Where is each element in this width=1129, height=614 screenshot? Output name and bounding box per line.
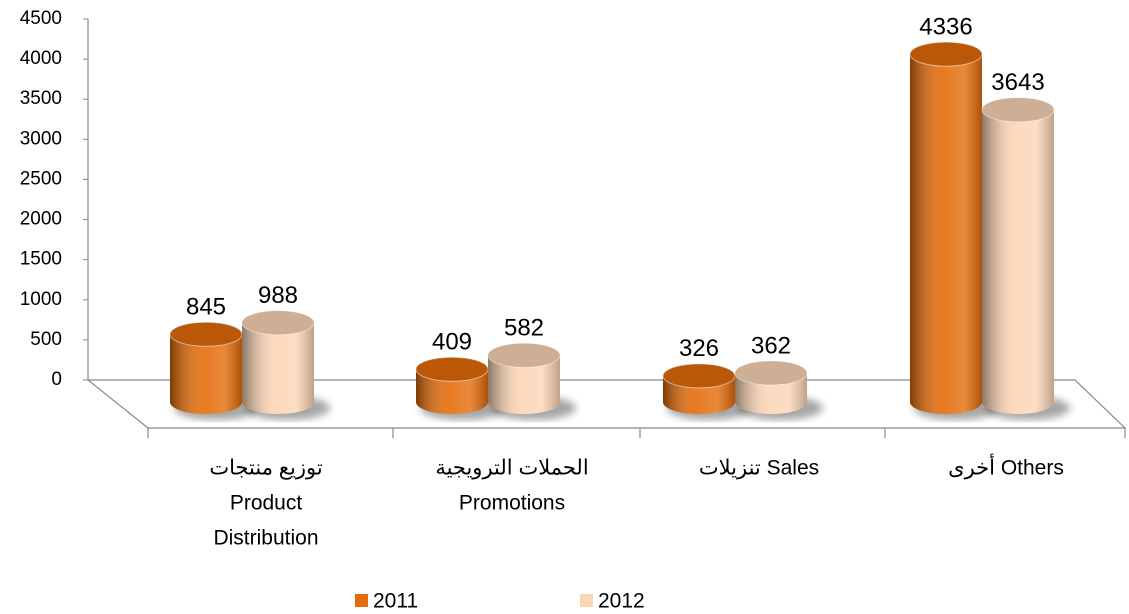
data-label: 582	[504, 315, 544, 342]
y-tick-label: 1000	[20, 289, 62, 310]
bar-top-shade	[735, 360, 807, 385]
bar-shading	[488, 355, 560, 414]
bar-shading	[416, 369, 488, 414]
x-tick-label: Product	[230, 492, 303, 515]
y-tick-label: 500	[30, 329, 62, 350]
bar-top	[909, 41, 983, 67]
x-tick-label: Distribution	[213, 527, 318, 550]
legend-label: 2012	[598, 590, 645, 613]
legend-swatch	[355, 594, 368, 607]
legend-label: 2011	[373, 590, 418, 613]
x-tick-label: أخرى Others	[948, 454, 1064, 480]
bar-top-shade	[488, 343, 560, 368]
bar-top	[981, 97, 1055, 123]
bar-shading	[242, 322, 314, 414]
data-label: 409	[432, 329, 472, 356]
bar-top-shade	[416, 357, 488, 382]
x-tick-label: الحملات الترويجية	[435, 457, 588, 480]
x-tick-label: Promotions	[459, 492, 565, 515]
bar-shading	[170, 334, 242, 414]
data-label: 988	[258, 282, 298, 309]
bar-shading	[982, 109, 1054, 415]
category-dividers	[147, 428, 1126, 438]
bar-shading	[910, 54, 982, 415]
legend-swatch	[580, 594, 593, 607]
x-tick-label: تنزيلات Sales	[699, 457, 819, 480]
y-tick-label: 4500	[20, 8, 62, 29]
bar-top-shade	[982, 97, 1054, 122]
x-tick-label: توزيع منتجات	[209, 457, 322, 480]
data-label: 326	[679, 335, 719, 362]
data-label: 362	[751, 332, 791, 359]
bar-top	[487, 342, 561, 368]
data-label: 845	[186, 294, 226, 321]
y-tick-label: 3000	[20, 128, 62, 149]
bar-top-shade	[663, 363, 735, 388]
bar-top-shade	[910, 42, 982, 67]
bar-top-shade	[242, 310, 314, 335]
y-tick-label: 2500	[20, 168, 62, 189]
y-tick-label: 0	[51, 369, 62, 390]
bar-top	[241, 310, 315, 336]
y-tick-label: 1500	[20, 249, 62, 270]
data-label: 3643	[991, 69, 1044, 96]
bar-top	[734, 360, 808, 386]
y-tick-label: 4000	[20, 48, 62, 69]
y-tick-label: 3500	[20, 88, 62, 109]
y-tick-label: 2000	[20, 209, 62, 230]
bar-top-shade	[170, 322, 242, 347]
data-label: 4336	[919, 14, 972, 41]
